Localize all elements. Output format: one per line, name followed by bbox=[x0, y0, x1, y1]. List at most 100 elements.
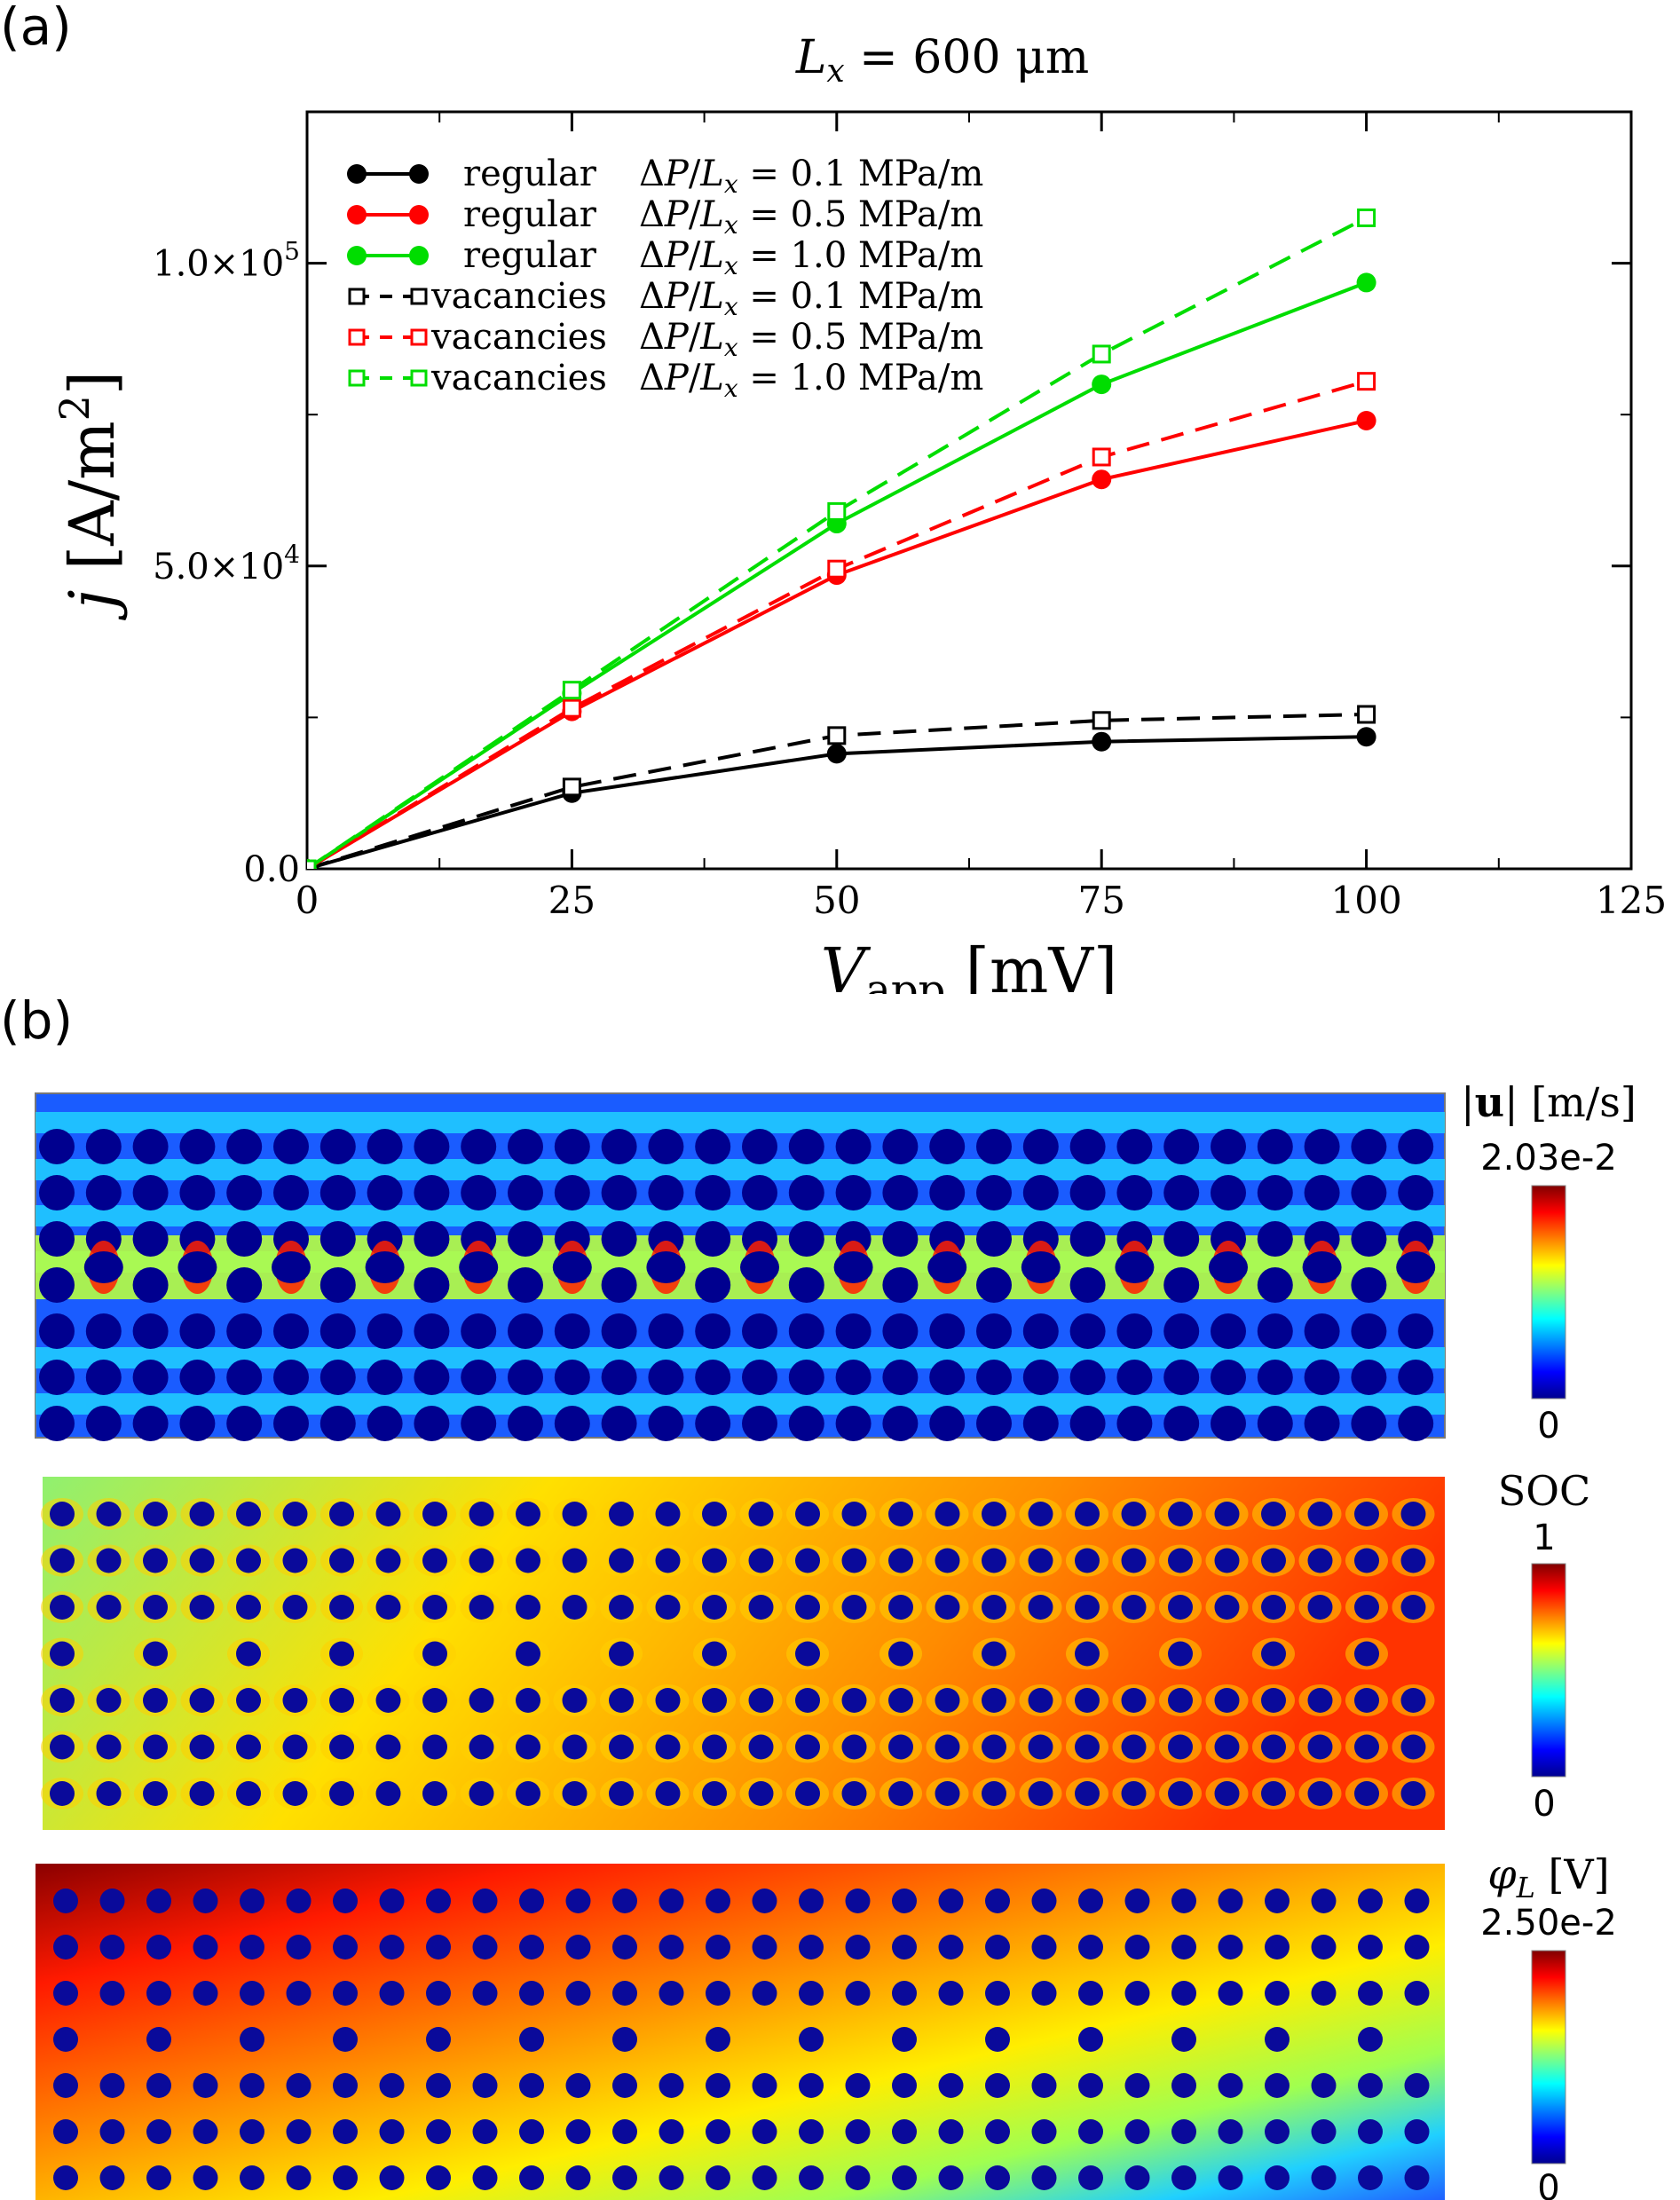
obstacle bbox=[132, 1175, 169, 1210]
obstacle bbox=[935, 1781, 960, 1806]
obstacle bbox=[39, 1175, 75, 1210]
axis-ticks bbox=[305, 111, 1633, 871]
obstacle bbox=[1404, 2073, 1430, 2098]
obstacle bbox=[226, 1406, 263, 1441]
obstacle bbox=[1218, 1981, 1243, 2006]
obstacle bbox=[1218, 2165, 1243, 2190]
obstacle bbox=[1163, 1267, 1200, 1303]
obstacle bbox=[835, 1175, 872, 1210]
obstacle bbox=[83, 1251, 123, 1283]
obstacle bbox=[240, 1981, 264, 2006]
obstacle bbox=[935, 1688, 960, 1713]
obstacle bbox=[236, 1641, 261, 1667]
obstacle bbox=[706, 2027, 730, 2052]
obstacle bbox=[85, 1406, 122, 1441]
obstacle bbox=[414, 1129, 450, 1164]
obstacle bbox=[835, 1406, 872, 1441]
legend-marker bbox=[348, 369, 366, 387]
obstacle bbox=[1257, 1313, 1293, 1349]
obstacle bbox=[845, 2119, 871, 2144]
obstacle bbox=[226, 1221, 263, 1257]
obstacle bbox=[1168, 1781, 1193, 1806]
legend-label: ΔP/Lx = 0.5 MPa/m bbox=[639, 194, 983, 240]
obstacle bbox=[740, 1251, 779, 1283]
obstacle bbox=[1307, 1688, 1333, 1713]
obstacle bbox=[1171, 1935, 1196, 1959]
obstacle bbox=[935, 1595, 960, 1620]
obstacle bbox=[655, 1502, 681, 1526]
obstacle bbox=[1028, 1734, 1053, 1760]
obstacle bbox=[519, 1889, 544, 1913]
obstacle bbox=[375, 1502, 401, 1526]
obstacle bbox=[193, 2073, 218, 2098]
obstacle bbox=[612, 2165, 637, 2190]
obstacle bbox=[985, 1981, 1010, 2006]
obstacle bbox=[938, 2073, 964, 2098]
obstacle bbox=[469, 1502, 494, 1526]
obstacle bbox=[1069, 1221, 1106, 1257]
obstacle bbox=[286, 1935, 312, 1959]
obstacle bbox=[1257, 1360, 1293, 1395]
obstacle bbox=[659, 2073, 684, 2098]
x-tick-label: 125 bbox=[1596, 879, 1667, 922]
obstacle bbox=[659, 1981, 684, 2006]
obstacle bbox=[882, 1175, 919, 1210]
data-point bbox=[1357, 208, 1376, 227]
panel-label-b: (b) bbox=[0, 990, 74, 1051]
obstacle bbox=[565, 1981, 591, 2006]
obstacle bbox=[742, 1360, 777, 1395]
obstacle bbox=[1304, 1360, 1340, 1395]
obstacle bbox=[695, 1267, 731, 1303]
obstacle bbox=[938, 1981, 964, 2006]
obstacle bbox=[1404, 2119, 1430, 2144]
obstacle bbox=[1028, 1688, 1053, 1713]
legend-marker bbox=[409, 164, 429, 184]
obstacle bbox=[96, 1781, 122, 1806]
obstacle bbox=[1124, 2165, 1150, 2190]
obstacle bbox=[53, 2073, 78, 2098]
obstacle bbox=[562, 1781, 588, 1806]
obstacle bbox=[748, 1688, 774, 1713]
obstacle bbox=[1078, 2119, 1103, 2144]
obstacle bbox=[286, 1981, 312, 2006]
obstacle bbox=[799, 2073, 824, 2098]
obstacle bbox=[422, 1641, 447, 1667]
obstacle bbox=[1021, 1251, 1061, 1283]
obstacle bbox=[1351, 1360, 1387, 1395]
obstacle bbox=[1351, 1267, 1387, 1303]
obstacle bbox=[39, 1221, 75, 1257]
obstacle bbox=[565, 2119, 591, 2144]
potential-map bbox=[35, 1864, 1445, 2200]
obstacle bbox=[1358, 2119, 1383, 2144]
obstacle bbox=[516, 1781, 540, 1806]
obstacle bbox=[367, 1129, 403, 1164]
obstacle bbox=[1075, 1548, 1100, 1573]
obstacle bbox=[976, 1221, 1012, 1257]
obstacle bbox=[508, 1129, 543, 1164]
obstacle bbox=[799, 1935, 824, 1959]
obstacle bbox=[742, 1175, 777, 1210]
obstacle bbox=[1031, 2165, 1057, 2190]
obstacle bbox=[143, 1548, 168, 1573]
colorbar-velocity-bar bbox=[1531, 1185, 1566, 1400]
obstacle bbox=[99, 2165, 125, 2190]
obstacle bbox=[702, 1502, 727, 1526]
obstacle bbox=[655, 1734, 681, 1760]
obstacle bbox=[795, 1641, 820, 1667]
data-point bbox=[1357, 372, 1376, 391]
obstacle bbox=[612, 1889, 637, 1913]
obstacle bbox=[375, 1734, 401, 1760]
data-point bbox=[826, 744, 847, 764]
obstacle bbox=[976, 1313, 1012, 1349]
obstacle bbox=[935, 1502, 960, 1526]
obstacle bbox=[554, 1313, 590, 1349]
obstacle bbox=[333, 1935, 358, 1959]
obstacle bbox=[367, 1406, 403, 1441]
obstacle bbox=[1121, 1548, 1147, 1573]
obstacle bbox=[929, 1406, 966, 1441]
obstacle bbox=[888, 1734, 913, 1760]
obstacle bbox=[748, 1781, 774, 1806]
obstacle bbox=[179, 1313, 216, 1349]
obstacle bbox=[1400, 1734, 1426, 1760]
obstacle bbox=[1214, 1502, 1240, 1526]
